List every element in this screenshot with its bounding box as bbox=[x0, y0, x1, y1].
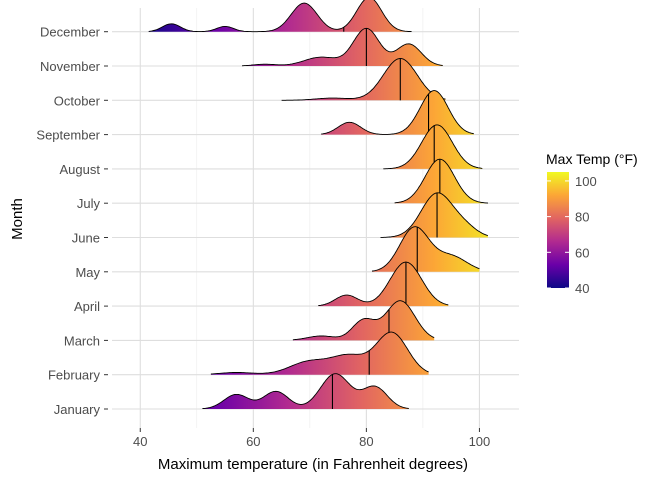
x-tick-label: 40 bbox=[133, 434, 147, 449]
x-tick-labels: 40 60 80 100 bbox=[133, 428, 490, 449]
ridge-fill bbox=[383, 124, 483, 169]
ridge-april bbox=[318, 261, 449, 307]
ridge-outline bbox=[318, 261, 449, 307]
y-tick-label-march: March bbox=[64, 333, 100, 348]
y-tick-label-november: November bbox=[40, 59, 101, 74]
legend-ticks: 40 60 80 100 bbox=[547, 174, 597, 296]
ridge-fill bbox=[318, 262, 449, 307]
ridge-outline bbox=[241, 27, 443, 67]
ridge-outline bbox=[380, 192, 489, 238]
ridge-outline bbox=[371, 226, 480, 272]
ridge-fill bbox=[321, 90, 474, 135]
ridge-may bbox=[371, 226, 480, 272]
legend-label: 80 bbox=[575, 210, 589, 225]
ridge-january bbox=[202, 373, 409, 410]
ridge-outline bbox=[148, 0, 412, 33]
ridge-fill bbox=[380, 192, 488, 238]
ridge-october bbox=[281, 58, 446, 101]
y-tick-label-april: April bbox=[74, 299, 100, 314]
ridge-outline bbox=[292, 300, 435, 341]
ridge-outline bbox=[210, 331, 429, 375]
legend-label: 40 bbox=[575, 281, 589, 296]
legend-label: 60 bbox=[575, 245, 589, 260]
y-tick-label-december: December bbox=[40, 25, 101, 40]
ridge-outline bbox=[321, 90, 474, 135]
ridge-september bbox=[321, 90, 474, 135]
legend: Max Temp (°F) 40 60 80 100 bbox=[546, 151, 638, 296]
y-tick-labels: January February March April May June July Augu… bbox=[36, 25, 108, 417]
y-tick-label-january: January bbox=[54, 402, 101, 417]
ridge-fill bbox=[148, 0, 412, 32]
y-tick-label-february: February bbox=[48, 368, 101, 383]
ridge-fill bbox=[394, 159, 488, 204]
ridge-november bbox=[241, 27, 443, 67]
ridge-outline bbox=[202, 373, 409, 410]
legend-label: 100 bbox=[575, 174, 597, 189]
y-tick-label-june: June bbox=[72, 231, 100, 246]
x-tick-label: 100 bbox=[469, 434, 491, 449]
legend-colorbar bbox=[547, 172, 569, 288]
ridge-february bbox=[210, 331, 429, 375]
ridge-outline bbox=[383, 124, 483, 170]
ridge-december bbox=[148, 0, 412, 33]
y-tick-label-july: July bbox=[77, 196, 101, 211]
ridge-fill bbox=[281, 58, 446, 101]
ridge-fill bbox=[372, 226, 480, 272]
ridge-june bbox=[380, 192, 489, 238]
y-tick-label-august: August bbox=[60, 162, 101, 177]
ridge-fill bbox=[210, 332, 429, 375]
y-tick-label-october: October bbox=[54, 93, 101, 108]
ridge-outline bbox=[394, 158, 488, 204]
ridge-outline bbox=[281, 58, 446, 101]
ridge-fill bbox=[292, 300, 435, 341]
x-axis-title: Maximum temperature (in Fahrenheit degre… bbox=[158, 456, 468, 473]
x-tick-label: 80 bbox=[359, 434, 373, 449]
ridge-fill bbox=[242, 28, 443, 66]
y-axis-title: Month bbox=[9, 198, 26, 240]
legend-title: Max Temp (°F) bbox=[546, 151, 638, 167]
ridge-august bbox=[383, 124, 483, 170]
y-tick-label-september: September bbox=[36, 128, 100, 143]
ridges bbox=[148, 0, 489, 410]
y-tick-label-may: May bbox=[75, 265, 100, 280]
x-tick-label: 60 bbox=[246, 434, 260, 449]
